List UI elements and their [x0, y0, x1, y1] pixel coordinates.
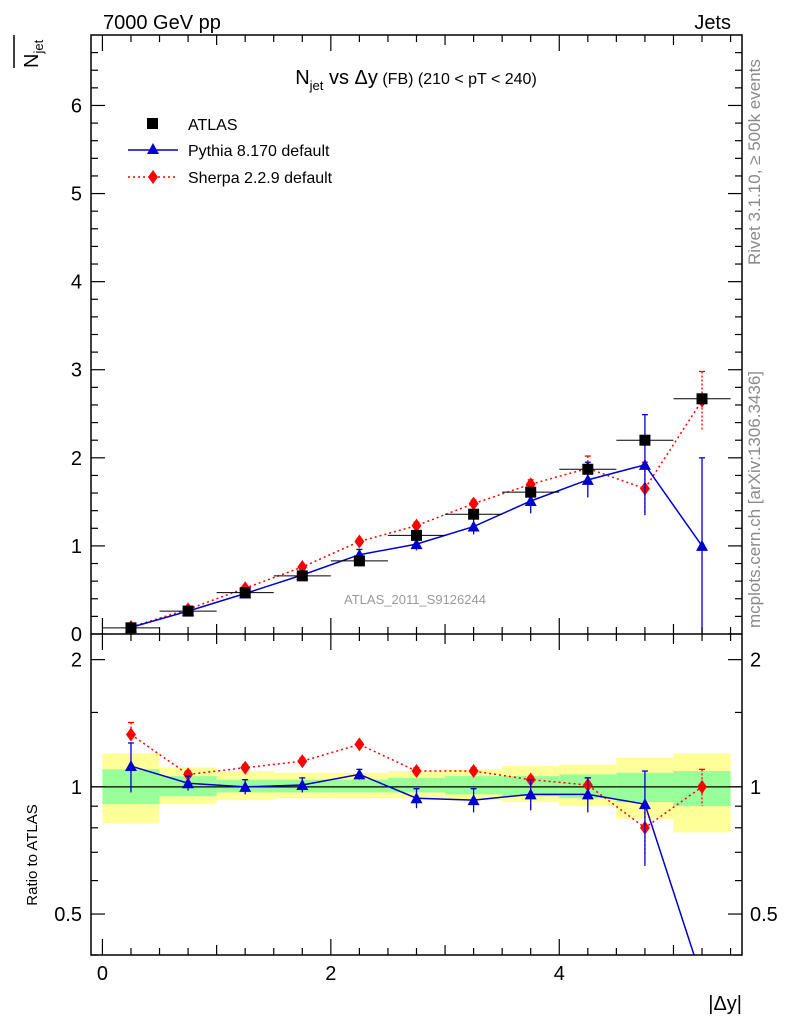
band-inner-5 [387, 777, 446, 793]
energy-label: 7000 GeV pp [103, 12, 221, 34]
ratio-pythia-marker-4 [353, 768, 366, 780]
main-atlas-point-8 [582, 463, 594, 475]
ratio-ytick-label-right-1: 1 [750, 777, 761, 799]
ratio-ytick-label-left-0.5: 0.5 [54, 904, 82, 926]
band-inner-4 [330, 779, 388, 793]
plot-axes: 0 1 2 3 4 5 6 0.5 0.5 1 1 2 2 0 2 4 [54, 34, 778, 985]
main-ytick-label-0: 0 [71, 624, 82, 646]
main-sherpa-marker-6 [468, 496, 479, 511]
mcplots-label: mcplots.cern.ch [arXiv:1306.3436] [745, 371, 764, 628]
main-atlas-point-1 [182, 605, 194, 617]
ratio-sherpa-marker-3 [297, 754, 308, 769]
main-sherpa-line [130, 400, 703, 628]
main-ytick-label-1: 1 [71, 536, 82, 558]
xtick-label-0: 0 [97, 963, 108, 985]
main-pythia-marker-5 [410, 538, 423, 550]
main-atlas-point-4 [353, 555, 365, 567]
legend-label-sherpa: Sherpa 2.2.9 default [188, 170, 333, 187]
main-sherpa-marker-5 [411, 518, 422, 533]
ratio-sherpa-marker-4 [354, 737, 365, 752]
ratio-pythia-marker-0 [124, 760, 137, 772]
main-y-axis-label: Njet [13, 35, 46, 68]
ratio-pythia-marker-1 [182, 777, 195, 789]
legend-label-pythia: Pythia 8.170 default [188, 143, 330, 160]
main-pythia-marker-9 [638, 458, 651, 470]
main-ytick-label-5: 5 [71, 184, 82, 206]
main-ytick-label-2: 2 [71, 448, 82, 470]
x-axis-label: |Δy| [708, 993, 742, 1015]
ratio-ytick-label-right-0.5: 0.5 [750, 904, 778, 926]
ylabel-n: Njet [21, 39, 46, 68]
process-label: Jets [694, 12, 731, 34]
main-atlas-point-2 [239, 587, 251, 599]
ratio-plot-marks [124, 721, 708, 985]
ratio-sherpa-marker-1 [183, 767, 194, 782]
main-pythia-marker-10 [696, 539, 709, 551]
main-title: Njet vs Δy (FB) (210 < pT < 240) [295, 67, 537, 93]
band-inner-6 [445, 776, 503, 795]
ratio-ytick-label-right-2: 2 [750, 650, 761, 672]
ratio-pythia-marker-8 [581, 788, 594, 800]
legend-marker-atlas [147, 118, 158, 129]
ratio-pythia-marker-6 [467, 794, 480, 806]
legend: ATLAS Pythia 8.170 default Sherpa 2.2.9 … [128, 117, 333, 187]
ratio-sherpa-marker-2 [240, 760, 251, 775]
main-pythia-marker-7 [524, 494, 537, 506]
ratio-pythia-marker-9 [638, 798, 651, 810]
ratio-pythia-marker-3 [296, 779, 309, 791]
ratio-sherpa-marker-6 [468, 764, 479, 779]
main-atlas-point-10 [696, 393, 708, 405]
ratio-pythia-marker-2 [239, 780, 252, 792]
ratio-sherpa-marker-0 [125, 727, 136, 742]
main-atlas-point-3 [296, 570, 308, 582]
legend-marker-sherpa [148, 170, 158, 184]
ratio-pythia-marker-10 [696, 974, 708, 985]
main-ytick-label-3: 3 [71, 360, 82, 382]
ratio-ytick-label-left-2: 2 [71, 650, 82, 672]
main-ytick-label-4: 4 [71, 272, 82, 294]
main-atlas-point-6 [468, 508, 480, 520]
main-atlas-point-9 [639, 434, 651, 446]
legend-label-atlas: ATLAS [188, 117, 238, 134]
analysis-watermark: ATLAS_2011_S9126244 [344, 592, 486, 607]
ratio-pythia-marker-7 [524, 788, 537, 800]
rivet-label: Rivet 3.1.10, ≥ 500k events [745, 59, 764, 265]
main-ytick-label-6: 6 [71, 95, 82, 117]
xtick-label-2: 2 [325, 963, 336, 985]
legend-marker-pythia [147, 143, 159, 154]
ratio-pythia-marker-5 [410, 792, 423, 804]
main-sherpa-marker-4 [354, 534, 365, 549]
main-pythia-marker-6 [467, 520, 480, 532]
main-pythia-marker-8 [581, 473, 594, 485]
ratio-y-axis-label: Ratio to ATLAS [24, 804, 41, 905]
main-atlas-point-7 [525, 486, 537, 498]
xtick-label-4: 4 [554, 963, 565, 985]
ratio-sherpa-marker-5 [411, 764, 422, 779]
ratio-sherpa-marker-10 [697, 779, 708, 794]
main-atlas-point-5 [411, 529, 422, 541]
ratio-ytick-label-left-1: 1 [71, 777, 82, 799]
